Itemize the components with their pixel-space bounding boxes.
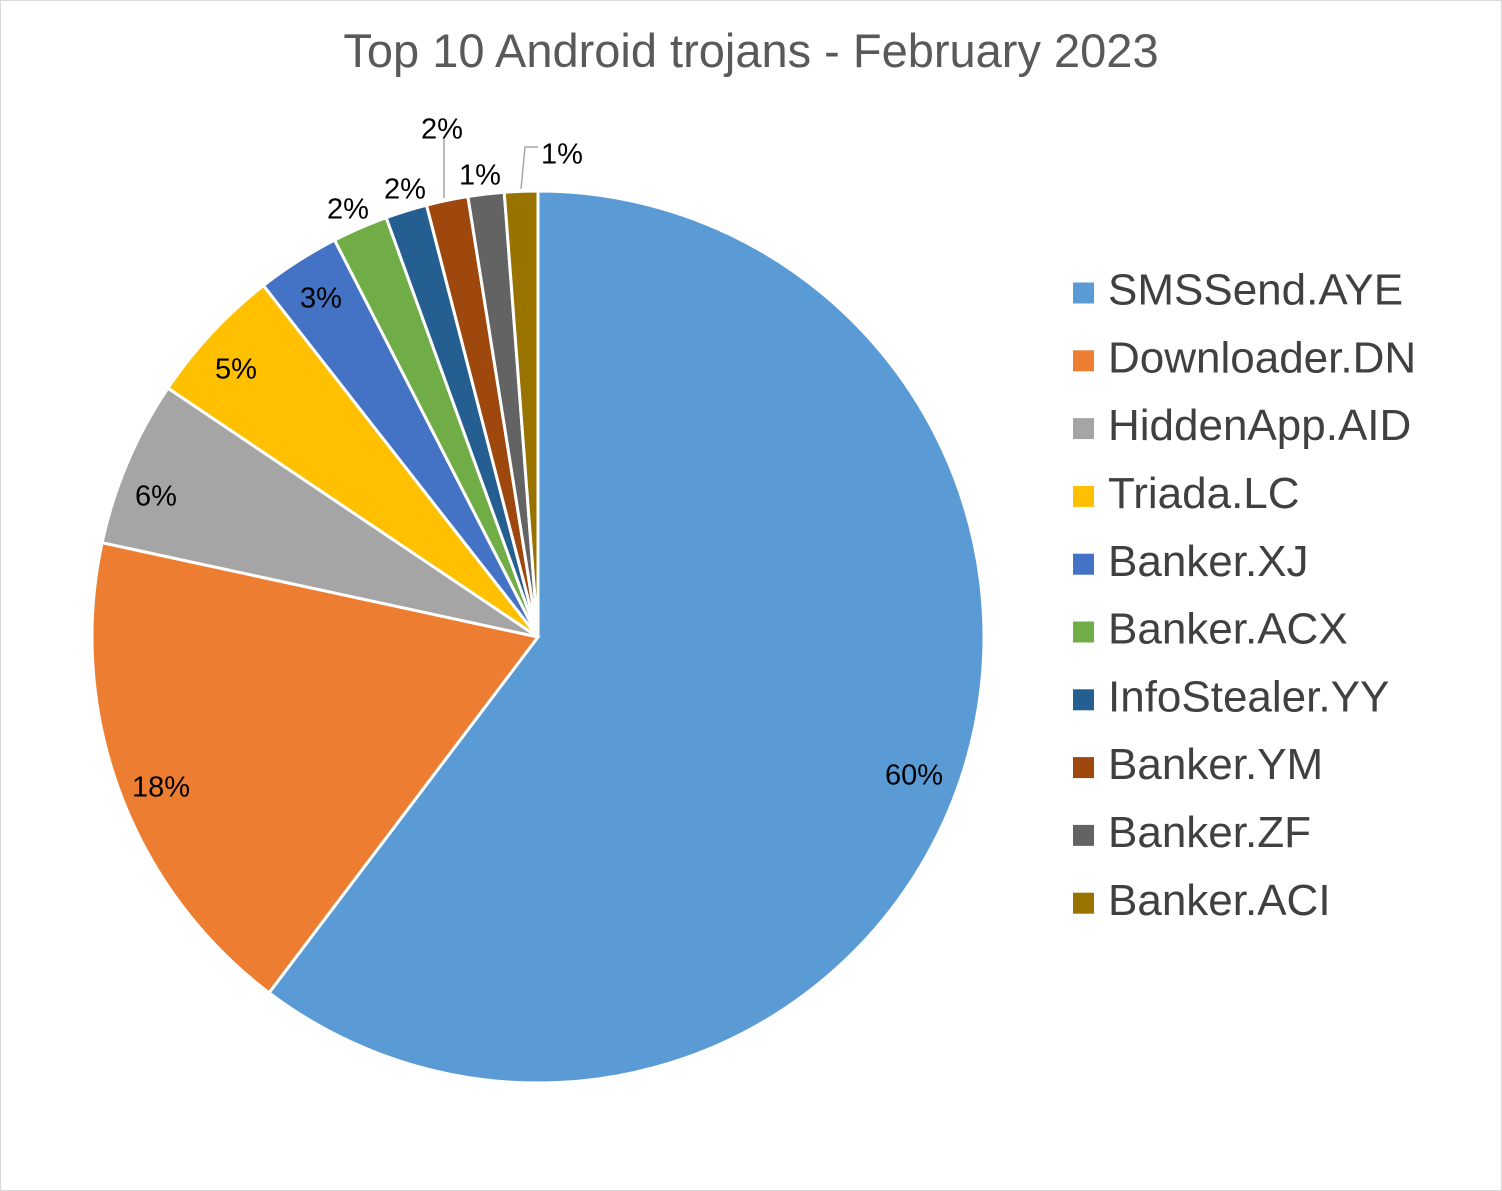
data-label-downloader-dn: 18% (132, 772, 190, 804)
data-label-hiddenapp-aid: 6% (135, 481, 177, 513)
data-label-banker-aci: 1% (541, 139, 583, 171)
legend-item-banker-zf: Banker.ZF (1073, 808, 1311, 857)
data-label-banker-xj: 3% (300, 283, 342, 315)
data-label-infostealer-yy: 2% (384, 174, 426, 206)
legend-item-banker-ym: Banker.YM (1073, 740, 1323, 789)
legend-label-banker-aci: Banker.ACI (1108, 876, 1331, 925)
legend-swatch-hiddenapp-aid (1073, 418, 1094, 440)
pie-slice-banker-aci (502, 189, 540, 638)
data-label-smssend-aye: 60% (885, 760, 943, 792)
data-label-banker-ym: 2% (421, 114, 463, 146)
legend-label-downloader-dn: Downloader.DN (1108, 333, 1416, 382)
legend-label-infostealer-yy: InfoStealer.YY (1108, 672, 1389, 721)
legend-swatch-banker-acx (1073, 621, 1094, 643)
data-label-banker-zf: 1% (459, 160, 501, 192)
pie-slice-downloader-dn (90, 540, 541, 995)
legend-item-downloader-dn: Downloader.DN (1073, 333, 1416, 382)
pie-slice-hiddenapp-aid (100, 386, 539, 639)
legend-label-hiddenapp-aid: HiddenApp.AID (1108, 401, 1411, 450)
legend-item-hiddenapp-aid: HiddenApp.AID (1073, 401, 1411, 450)
leader-lines (443, 138, 538, 198)
legend: SMSSend.AYE Downloader.DN HiddenApp.AID Tri… (1073, 266, 1416, 925)
data-labels: 60% 18% 6% 5% 3% 2% 2% 2% 1% 1% (132, 114, 943, 804)
legend-swatch-downloader-dn (1073, 350, 1094, 372)
legend-swatch-banker-zf (1073, 824, 1094, 846)
legend-swatch-banker-ym (1073, 757, 1094, 779)
data-label-banker-acx: 2% (327, 194, 369, 226)
legend-swatch-smssend-aye (1073, 282, 1094, 304)
legend-item-banker-xj: Banker.XJ (1073, 537, 1309, 586)
legend-swatch-infostealer-yy (1073, 689, 1094, 711)
chart-title: Top 10 Android trojans - February 2023 (343, 24, 1158, 77)
legend-label-triada-lc: Triada.LC (1108, 469, 1300, 518)
legend-item-infostealer-yy: InfoStealer.YY (1073, 672, 1389, 721)
legend-label-smssend-aye: SMSSend.AYE (1108, 266, 1403, 315)
legend-label-banker-xj: Banker.XJ (1108, 537, 1309, 586)
legend-label-banker-acx: Banker.ACX (1108, 605, 1348, 654)
pie-slice-smssend-aye (266, 189, 986, 1085)
legend-label-banker-zf: Banker.ZF (1108, 808, 1311, 857)
legend-item-smssend-aye: SMSSend.AYE (1073, 266, 1403, 315)
pie-slice-triada-lc (165, 283, 540, 639)
legend-swatch-triada-lc (1073, 485, 1094, 507)
legend-label-banker-ym: Banker.YM (1108, 740, 1323, 789)
legend-item-banker-acx: Banker.ACX (1073, 605, 1348, 654)
legend-swatch-banker-xj (1073, 553, 1094, 575)
legend-item-triada-lc: Triada.LC (1073, 469, 1300, 518)
legend-swatch-banker-aci (1073, 892, 1094, 914)
data-label-triada-lc: 5% (215, 354, 257, 386)
legend-item-banker-aci: Banker.ACI (1073, 876, 1331, 925)
leader-line-banker-aci (520, 146, 538, 190)
pie-slices (90, 189, 986, 1085)
